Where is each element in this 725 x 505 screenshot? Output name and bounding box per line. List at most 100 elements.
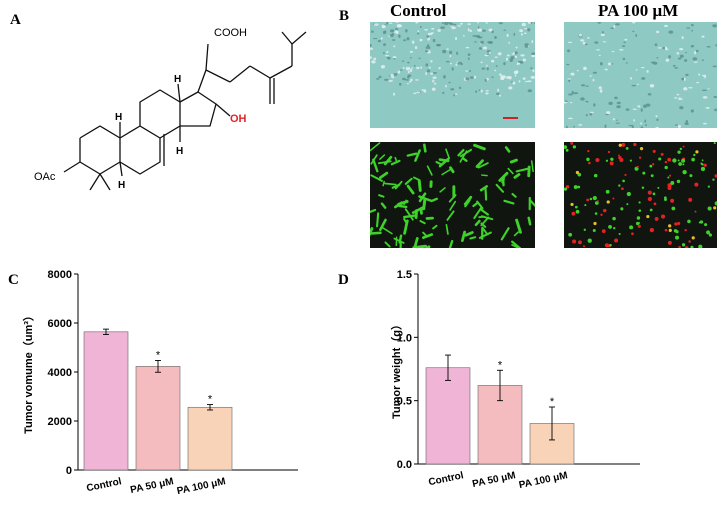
live-cell bbox=[403, 219, 409, 235]
tumor-volume-chart: 0 2000 4000 6000 8000 Tumor vomume（um³） Contro… bbox=[22, 269, 298, 497]
brightfield-cell bbox=[645, 124, 647, 127]
live-cell bbox=[681, 158, 686, 163]
brightfield-cell bbox=[445, 85, 447, 88]
brightfield-cell bbox=[701, 59, 705, 61]
live-cell bbox=[446, 210, 455, 221]
live-cell bbox=[682, 169, 687, 175]
live-cell bbox=[477, 162, 489, 169]
brightfield-cell bbox=[518, 80, 521, 83]
brightfield-cell bbox=[394, 30, 399, 34]
brightfield-cell bbox=[485, 64, 488, 67]
brightfield-cell bbox=[520, 54, 525, 57]
live-cell bbox=[377, 160, 392, 165]
brightfield-cell bbox=[467, 57, 470, 60]
live-cell bbox=[687, 219, 691, 224]
brightfield-cell bbox=[524, 32, 527, 35]
brightfield-cell bbox=[629, 77, 633, 80]
dead-cell bbox=[571, 211, 576, 216]
brightfield-cell bbox=[684, 51, 688, 54]
brightfield-cell bbox=[587, 37, 590, 39]
brightfield-cell bbox=[405, 66, 411, 71]
live-cell bbox=[584, 204, 587, 207]
brightfield-cell bbox=[573, 125, 575, 128]
brightfield-cell bbox=[705, 106, 710, 109]
live-cell bbox=[370, 154, 378, 165]
brightfield-cell bbox=[513, 70, 518, 75]
brightfield-cell bbox=[432, 76, 437, 79]
brightfield-cell bbox=[442, 49, 447, 54]
brightfield-cell bbox=[514, 55, 518, 59]
brightfield-cell bbox=[499, 73, 502, 76]
brightfield-cell bbox=[397, 70, 401, 74]
brightfield-cell bbox=[443, 75, 446, 79]
brightfield-cell bbox=[419, 25, 422, 28]
brightfield-cell bbox=[604, 124, 607, 128]
live-cell bbox=[693, 153, 696, 157]
dead-cell bbox=[618, 156, 622, 160]
x-tick-label: Control bbox=[428, 470, 465, 488]
live-cell bbox=[707, 206, 712, 211]
brightfield-cell bbox=[488, 28, 493, 32]
y-tick-label: 6000 bbox=[48, 318, 72, 330]
live-cell bbox=[626, 203, 629, 206]
brightfield-cell bbox=[390, 73, 394, 78]
dead-cell bbox=[621, 187, 624, 191]
live-cell bbox=[701, 159, 704, 162]
brightfield-cell bbox=[616, 119, 618, 121]
brightfield-cell bbox=[635, 69, 638, 71]
dead-cell bbox=[601, 229, 606, 234]
live-cell bbox=[426, 165, 433, 176]
merged-cell bbox=[593, 221, 597, 226]
brightfield-cell bbox=[576, 69, 579, 72]
live-cell bbox=[650, 174, 654, 178]
brightfield-cell bbox=[495, 65, 498, 67]
brightfield-cell bbox=[664, 24, 668, 28]
dead-cell bbox=[636, 165, 639, 168]
brightfield-cell bbox=[407, 70, 410, 74]
brightfield-cell bbox=[392, 56, 397, 59]
brightfield-cell bbox=[530, 22, 533, 24]
dead-cell bbox=[609, 161, 614, 166]
brightfield-cell bbox=[480, 61, 483, 64]
significance-marker: * bbox=[550, 396, 555, 408]
brightfield-cell bbox=[674, 124, 679, 126]
live-cell bbox=[475, 159, 484, 168]
brightfield-cell bbox=[506, 54, 510, 57]
brightfield-cell bbox=[417, 32, 420, 35]
brightfield-cell bbox=[508, 41, 511, 44]
brightfield-cell bbox=[598, 54, 601, 57]
brightfield-cell bbox=[602, 41, 607, 43]
live-cell bbox=[457, 148, 465, 157]
live-cell bbox=[379, 154, 386, 160]
merged-cell bbox=[618, 143, 622, 147]
brightfield-cell bbox=[469, 69, 472, 73]
brightfield-cell bbox=[494, 36, 497, 39]
significance-marker: * bbox=[498, 359, 503, 371]
brightfield-cell bbox=[640, 67, 645, 69]
brightfield-cell bbox=[662, 46, 666, 50]
dead-cell bbox=[565, 185, 570, 189]
live-cell bbox=[701, 163, 704, 166]
brightfield-cell bbox=[632, 108, 637, 110]
brightfield-cell bbox=[712, 24, 717, 28]
dead-cell bbox=[668, 174, 672, 177]
brightfield-cell bbox=[486, 53, 489, 56]
brightfield-cell bbox=[684, 122, 689, 125]
brightfield-cell bbox=[458, 86, 462, 90]
bar bbox=[135, 366, 181, 471]
brightfield-cell bbox=[431, 27, 435, 30]
live-cell bbox=[515, 218, 522, 234]
brightfield-cell bbox=[383, 43, 387, 47]
brightfield-cell bbox=[432, 79, 435, 83]
brightfield-cell bbox=[527, 80, 532, 83]
dead-cell bbox=[649, 227, 655, 233]
brightfield-cell bbox=[411, 67, 414, 69]
brightfield-cell bbox=[474, 41, 477, 43]
live-cell bbox=[461, 230, 467, 242]
brightfield-cell bbox=[387, 57, 391, 60]
brightfield-cell bbox=[393, 57, 396, 60]
brightfield-cell bbox=[420, 66, 423, 70]
brightfield-cell bbox=[640, 108, 643, 112]
brightfield-cell bbox=[702, 89, 707, 92]
live-cell bbox=[691, 157, 695, 162]
